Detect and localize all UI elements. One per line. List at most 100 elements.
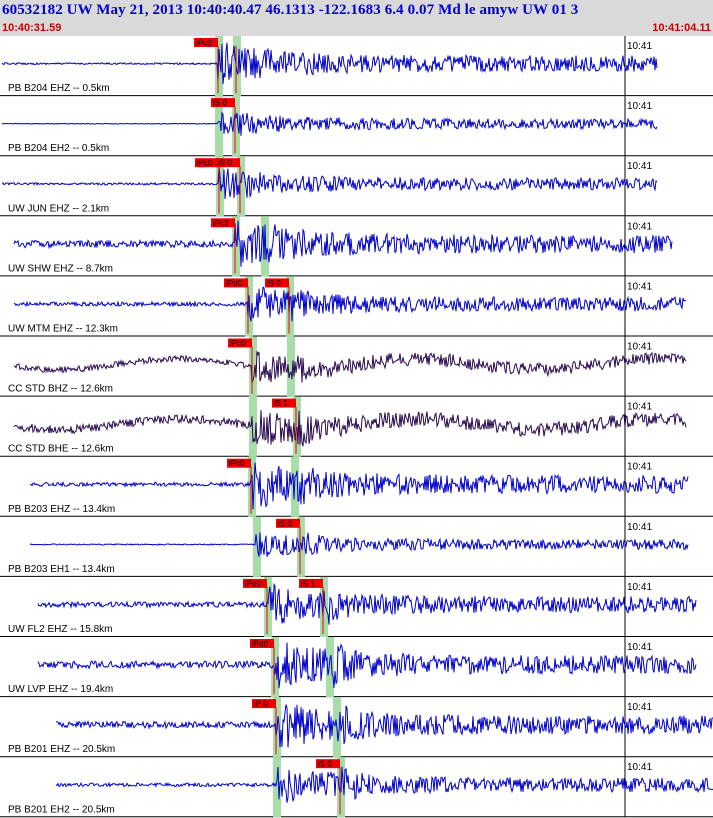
s-window xyxy=(237,156,245,217)
event-title: 60532182 UW May 21, 2013 10:40:40.47 46.… xyxy=(2,2,579,18)
station-label: UW MTM EHZ -- 12.3km xyxy=(8,324,118,335)
pick-box xyxy=(265,278,289,288)
s-window xyxy=(233,36,241,97)
s-window xyxy=(293,396,301,457)
trace-row: 10:41 iPc2 UW SHW EHZ -- 8.7km xyxy=(0,216,713,277)
pick-label: iPd0 xyxy=(252,640,269,649)
station-label: PB B201 EH2 -- 20.5km xyxy=(8,804,115,815)
pick-box xyxy=(272,398,296,408)
pick-label: iS 0 xyxy=(318,760,332,769)
end-time: 10:41:04.11 xyxy=(652,22,711,34)
minute-label: 10:41 xyxy=(627,702,652,713)
station-label: PB B204 EHZ -- 0.5km xyxy=(8,83,110,94)
minute-label: 10:41 xyxy=(627,462,652,473)
station-label: UW JUN EHZ -- 2.1km xyxy=(8,203,109,214)
minute-label: 10:41 xyxy=(627,41,652,52)
pick-label: iPc0 xyxy=(230,339,246,348)
pick-label: iS 0 xyxy=(278,519,292,528)
waveform-trace xyxy=(55,704,713,748)
minute-label: 10:41 xyxy=(627,402,652,413)
pick-box xyxy=(252,699,276,709)
pick-label: iP 0 xyxy=(254,700,268,709)
station-label: CC STD BHE -- 12.6km xyxy=(8,444,114,455)
p-window xyxy=(249,336,257,397)
minute-label: 10:41 xyxy=(627,221,652,232)
minute-label: 10:41 xyxy=(627,642,652,653)
minute-label: 10:41 xyxy=(627,101,652,112)
p-window xyxy=(245,276,253,337)
minute-label: 10:41 xyxy=(627,522,652,533)
trace-row: 10:41 iPc0 PB B203 EHZ -- 13.4km xyxy=(0,456,713,517)
pick-label: iS 1 xyxy=(274,399,288,408)
seismogram-plot: 10:41 iPc0 PB B204 EHZ -- 0.5km 10:41 iS 0 PB… xyxy=(0,36,713,818)
station-label: PB B203 EH1 -- 13.4km xyxy=(8,564,115,575)
trace-row: 10:41 iPc0 CC STD BHZ -- 12.6km xyxy=(0,336,713,397)
pick-label: iPd0 xyxy=(226,279,243,288)
waveform-trace xyxy=(13,286,687,322)
pick-box xyxy=(216,158,240,168)
pick-label: iS 1 xyxy=(301,579,315,588)
minute-label: 10:41 xyxy=(627,582,652,593)
pick-box xyxy=(276,518,300,528)
trace-row: 10:41 iPc0 iS 0 UW JUN EHZ -- 2.1km xyxy=(0,156,713,217)
pick-box xyxy=(228,338,252,348)
waveform-trace xyxy=(29,462,689,510)
p-window xyxy=(249,396,257,457)
waveform-trace xyxy=(1,111,658,136)
p-window xyxy=(264,576,272,637)
waveform-trace xyxy=(37,642,697,689)
trace-row: 10:41 iS 0 PB B204 EH2 -- 0.5km xyxy=(0,96,713,157)
station-label: UW SHW EHZ -- 8.7km xyxy=(8,263,113,274)
trace-row: 10:41 iPd0 iS 1 UW FL2 EHZ -- 15.8km xyxy=(0,576,713,637)
waveform-trace xyxy=(13,351,687,384)
pick-box xyxy=(224,278,248,288)
trace-row: 10:41 iS 1 CC STD BHE -- 12.6km xyxy=(0,396,713,457)
p-window xyxy=(232,216,240,277)
station-label: UW FL2 EHZ -- 15.8km xyxy=(8,624,112,635)
station-label: UW LVP EHZ -- 19.4km xyxy=(8,684,113,695)
s-window xyxy=(232,96,240,157)
waveform-trace xyxy=(29,532,689,557)
pick-box xyxy=(211,218,235,228)
waveform-trace xyxy=(13,410,687,447)
p-window xyxy=(215,96,223,157)
waveform-trace xyxy=(13,220,673,267)
header-bar: 60532182 UW May 21, 2013 10:40:40.47 46.… xyxy=(0,0,713,36)
minute-label: 10:41 xyxy=(627,342,652,353)
pick-box xyxy=(250,639,274,648)
minute-label: 10:41 xyxy=(627,281,652,292)
waveform-trace xyxy=(1,42,658,85)
pick-label: iS 0 xyxy=(267,279,281,288)
trace-row: 10:41 iS 0 PB B203 EH1 -- 13.4km xyxy=(0,516,713,577)
waveform-trace xyxy=(1,166,658,200)
s-window xyxy=(297,516,305,577)
p-window xyxy=(271,637,279,698)
start-time: 10:40:31.59 xyxy=(2,22,62,34)
pick-label: iS 0 xyxy=(218,159,232,168)
waveform-trace xyxy=(37,582,697,625)
p-window xyxy=(216,156,224,217)
pick-label: iPd0 xyxy=(245,579,262,588)
pick-label: iPc0 xyxy=(196,39,212,48)
p-window xyxy=(215,36,223,97)
pick-box xyxy=(299,578,323,588)
station-label: PB B204 EH2 -- 0.5km xyxy=(8,143,109,154)
pick-box xyxy=(243,578,267,588)
pick-box xyxy=(316,759,340,769)
waveform-trace xyxy=(55,766,713,803)
pick-label: iPc0 xyxy=(229,459,245,468)
s-window xyxy=(287,336,295,397)
station-label: CC STD BHZ -- 12.6km xyxy=(8,384,113,395)
pick-label: iPc0 xyxy=(197,159,213,168)
trace-row: 10:41 iPc0 PB B204 EHZ -- 0.5km xyxy=(0,36,713,97)
pick-box xyxy=(195,158,219,168)
minute-label: 10:41 xyxy=(627,762,652,773)
s-window xyxy=(286,276,294,337)
p-window xyxy=(273,757,281,818)
pick-box xyxy=(227,458,251,468)
pick-label: iS 0 xyxy=(213,99,227,108)
station-label: PB B203 EHZ -- 13.4km xyxy=(8,504,115,515)
trace-row: 10:41 iPd0 UW LVP EHZ -- 19.4km xyxy=(0,637,713,698)
s-window xyxy=(261,216,269,277)
pick-box xyxy=(194,38,218,47)
